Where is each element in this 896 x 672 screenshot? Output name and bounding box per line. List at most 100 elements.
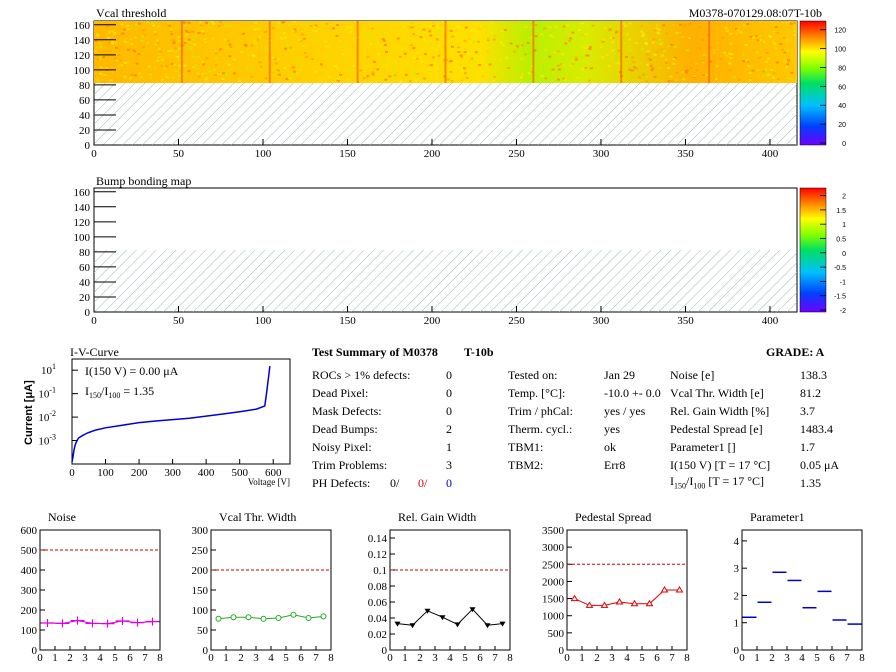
parameter1-x-tick-label: 1 bbox=[754, 652, 760, 664]
map1-pixel-noise bbox=[94, 21, 797, 83]
iv-xlabel: Voltage [V] bbox=[248, 477, 290, 487]
gain-width-point bbox=[499, 621, 506, 627]
gain-width-x-tick-label: 7 bbox=[492, 652, 498, 664]
iv-y-tick-label: 10-2 bbox=[38, 409, 56, 424]
map-y-tick-label: 20 bbox=[79, 125, 91, 137]
map-y-tick-label: 120 bbox=[74, 50, 91, 62]
vcal-width-point bbox=[320, 613, 327, 620]
scale-tick-label: -2 bbox=[840, 308, 846, 315]
map-x-tick-label: 400 bbox=[762, 315, 779, 327]
map2-color-scale bbox=[799, 187, 827, 313]
vcal-width-x-tick-label: 4 bbox=[268, 652, 274, 664]
parameter1-x-tick-label: 2 bbox=[769, 652, 775, 664]
vcal-width-y-tick-label: 300 bbox=[192, 525, 209, 537]
pedestal-spread-point bbox=[630, 599, 639, 607]
scale-tick-label: 120 bbox=[834, 28, 846, 35]
map-x-tick-label: 350 bbox=[677, 148, 694, 160]
scale-tick-label: 0.5 bbox=[836, 236, 846, 243]
pedestal-spread-y-tick-label: 3500 bbox=[542, 525, 565, 537]
vcal-width-x-tick-label: 5 bbox=[283, 652, 289, 664]
pedestal-spread-x-tick-label: 1 bbox=[579, 652, 585, 664]
gain-width-x-tick-label: 4 bbox=[447, 652, 453, 664]
summary-mid-label: TBM2: bbox=[508, 458, 544, 472]
pedestal-spread-x-tick-label: 0 bbox=[564, 652, 570, 664]
map-y-tick-label: 140 bbox=[74, 35, 91, 47]
pedestal-spread-x-tick-label: 2 bbox=[594, 652, 600, 664]
noise-x-tick-label: 7 bbox=[142, 652, 148, 664]
parameter1-x-tick-label: 3 bbox=[784, 652, 790, 664]
vcal-width-x-tick-label: 2 bbox=[238, 652, 244, 664]
summary-mid-label: Trim / phCal: bbox=[508, 404, 573, 418]
noise-x-tick-label: 5 bbox=[112, 652, 118, 664]
summary-right-label: Pedestal Spread [e] bbox=[670, 422, 763, 436]
map-y-tick-label: 0 bbox=[85, 140, 91, 152]
map-x-tick-label: 50 bbox=[173, 148, 185, 160]
iv-line1: I(150 V) = 0.00 μA bbox=[85, 364, 179, 378]
map1-axes: 0 50 100 150 200 250 300 350 4000204060801001201… bbox=[74, 20, 779, 160]
map1-roc-dividers bbox=[180, 21, 711, 83]
map-y-tick-label: 80 bbox=[79, 80, 91, 92]
vcal-width-x-tick-label: 7 bbox=[313, 652, 319, 664]
summary-title: Test Summary of M0378 bbox=[312, 345, 438, 359]
gain-width-frame bbox=[389, 529, 511, 651]
gain-width-point bbox=[439, 615, 446, 621]
summary-mid-value: yes bbox=[604, 422, 620, 436]
pedestal-spread-point bbox=[675, 586, 684, 593]
map-y-tick-label: 40 bbox=[79, 277, 91, 289]
noise-y-tick-label: 400 bbox=[21, 565, 38, 577]
vcal-width-x-tick-label: 3 bbox=[253, 652, 259, 664]
summary-left-label: Dead Pixel: bbox=[312, 386, 369, 400]
iv-y-tick-label: 10-1 bbox=[38, 386, 56, 401]
summary-mid-value: -10.0 +- 0.0 bbox=[604, 386, 661, 400]
summary-left-label: Trim Problems: bbox=[312, 458, 388, 472]
map-x-tick-label: 100 bbox=[255, 148, 272, 160]
scale-tick-label: 2 bbox=[842, 194, 846, 201]
parameter1-x-tick-label: 6 bbox=[829, 652, 835, 664]
noise-point bbox=[55, 619, 70, 628]
noise-title: Noise bbox=[48, 510, 76, 524]
summary-right-value: 1.35 bbox=[800, 476, 821, 490]
iv-x-tick-label: 400 bbox=[198, 467, 215, 479]
summary-right-value: 1.7 bbox=[800, 440, 815, 454]
summary-right-label: I(150 V) [T = 17 °C] bbox=[670, 458, 771, 472]
pedestal-spread-x-tick-label: 3 bbox=[609, 652, 615, 664]
map-y-tick-label: 20 bbox=[79, 292, 91, 304]
map-y-tick-label: 120 bbox=[74, 217, 91, 229]
map2-title: Bump bonding map bbox=[96, 174, 191, 188]
vcal-width-point bbox=[245, 614, 252, 621]
bump-bonding-map: 0 50 100 150 200 250 300 350 4000204060801001201… bbox=[74, 174, 847, 327]
gain-width-y-tick-label: 0.12 bbox=[368, 549, 387, 561]
iv-axes: 0 100 200 300 400 500 600 10-3 10-2 10-1 101 bbox=[38, 362, 282, 479]
map-y-tick-label: 80 bbox=[79, 247, 91, 259]
summary-right-value: 0.05 μA bbox=[800, 458, 840, 472]
parameter1-y-tick-label: 4 bbox=[734, 536, 740, 548]
summary-right-label: Parameter1 [] bbox=[670, 440, 736, 454]
summary-right-value: 138.3 bbox=[800, 368, 827, 382]
gain-width-point bbox=[394, 621, 401, 627]
scale-tick-label: -1 bbox=[840, 279, 846, 286]
vcal-width-y-tick-label: 150 bbox=[192, 585, 209, 597]
map-y-tick-label: 160 bbox=[74, 187, 91, 199]
noise-x-tick-label: 4 bbox=[97, 652, 103, 664]
pedestal-spread-title: Pedestal Spread bbox=[575, 510, 651, 524]
gain-width-y-tick-label: 0 bbox=[382, 645, 388, 657]
pedestal-spread-x-tick-label: 8 bbox=[684, 652, 690, 664]
summary-left-value: 0 bbox=[446, 368, 452, 382]
parameter1-frame bbox=[741, 529, 863, 651]
summary-left-label: Noisy Pixel: bbox=[312, 440, 372, 454]
summary-mid-value: Jan 29 bbox=[604, 368, 635, 382]
map2-axes: 0 50 100 150 200 250 300 350 4000204060801001201… bbox=[74, 187, 779, 327]
noise-x-tick-label: 0 bbox=[37, 652, 43, 664]
iv-x-tick-label: 600 bbox=[265, 467, 282, 479]
iv-x-tick-label: 300 bbox=[164, 467, 181, 479]
map-y-tick-label: 60 bbox=[79, 95, 91, 107]
gain-width-x-tick-label: 0 bbox=[387, 652, 393, 664]
gain-width-y-tick-label: 0.1 bbox=[373, 565, 387, 577]
noise-point bbox=[130, 618, 145, 627]
map-x-tick-label: 150 bbox=[339, 315, 356, 327]
map-y-tick-label: 100 bbox=[74, 232, 91, 244]
